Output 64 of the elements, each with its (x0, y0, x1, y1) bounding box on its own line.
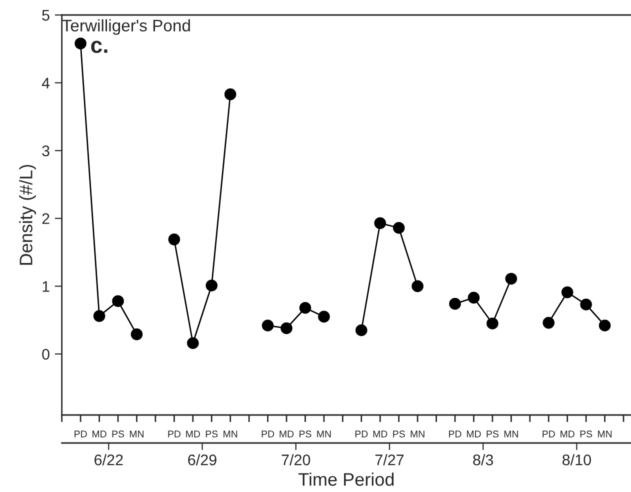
x-tick-label: PD (542, 430, 555, 438)
point (168, 234, 180, 246)
x-tick-label: MD (373, 430, 388, 438)
x-tick-label: PS (393, 430, 405, 438)
x-tick-label: PD (355, 430, 368, 438)
x-tick-label: MD (560, 430, 574, 438)
point (93, 310, 106, 322)
y-tick-label: 5 (42, 10, 50, 21)
point (224, 88, 236, 100)
point (505, 272, 518, 285)
y-tick-label: 4 (42, 78, 50, 88)
point (412, 280, 424, 292)
point (318, 310, 330, 323)
x-tick-label: PS (580, 430, 592, 438)
x-tick-label: PD (74, 430, 87, 438)
point (262, 320, 274, 332)
point (468, 292, 480, 304)
point (542, 316, 555, 329)
point (580, 298, 592, 310)
x-tick-label: MD (466, 430, 481, 438)
point (449, 298, 461, 310)
x-tick-label: MN (317, 430, 331, 438)
x-tick-label: MN (598, 430, 612, 438)
point (186, 337, 199, 350)
point (130, 328, 143, 340)
x-tick-label: PD (168, 430, 180, 438)
point (374, 217, 386, 230)
x-tick-label: MN (504, 430, 518, 438)
point (486, 318, 498, 330)
point (74, 38, 86, 50)
y-tick-label: 3 (42, 145, 50, 156)
chart-title: Terwilliger's Pond (62, 19, 190, 35)
text: 6/29 (188, 454, 216, 466)
point (598, 320, 611, 332)
point (299, 302, 312, 314)
x-tick-label: MD (92, 430, 106, 438)
y-tick-label: 2 (42, 213, 50, 224)
annotation: c. (91, 40, 108, 53)
x-tick-label: PD (449, 430, 462, 438)
x-axis-title: Time Period (298, 472, 394, 486)
text: 7/27 (375, 454, 404, 466)
point (280, 322, 292, 334)
y-tick-label: 1 (42, 281, 50, 292)
point (355, 324, 368, 336)
text: 8/10 (562, 454, 591, 466)
y-axis-title: Density (#/L) (19, 164, 36, 265)
point (112, 295, 124, 308)
x-tick-label: PS (486, 430, 498, 438)
x-tick-label: PS (112, 430, 124, 438)
x-tick-label: PS (300, 430, 312, 438)
y-tick-label: 0 (42, 348, 50, 360)
x-tick-label: MN (224, 430, 238, 438)
text: 6/22 (94, 454, 123, 466)
x-tick-label: MN (410, 430, 424, 438)
x-tick-label: PD (262, 430, 274, 438)
point (392, 222, 405, 234)
text: 7/20 (282, 454, 310, 466)
x-tick-label: MD (280, 430, 294, 438)
x-tick-label: MN (130, 430, 144, 438)
text: 8/3 (473, 454, 494, 466)
point (206, 280, 218, 292)
point (561, 286, 574, 298)
x-tick-label: MD (186, 430, 200, 438)
x-tick-label: PS (206, 430, 218, 438)
